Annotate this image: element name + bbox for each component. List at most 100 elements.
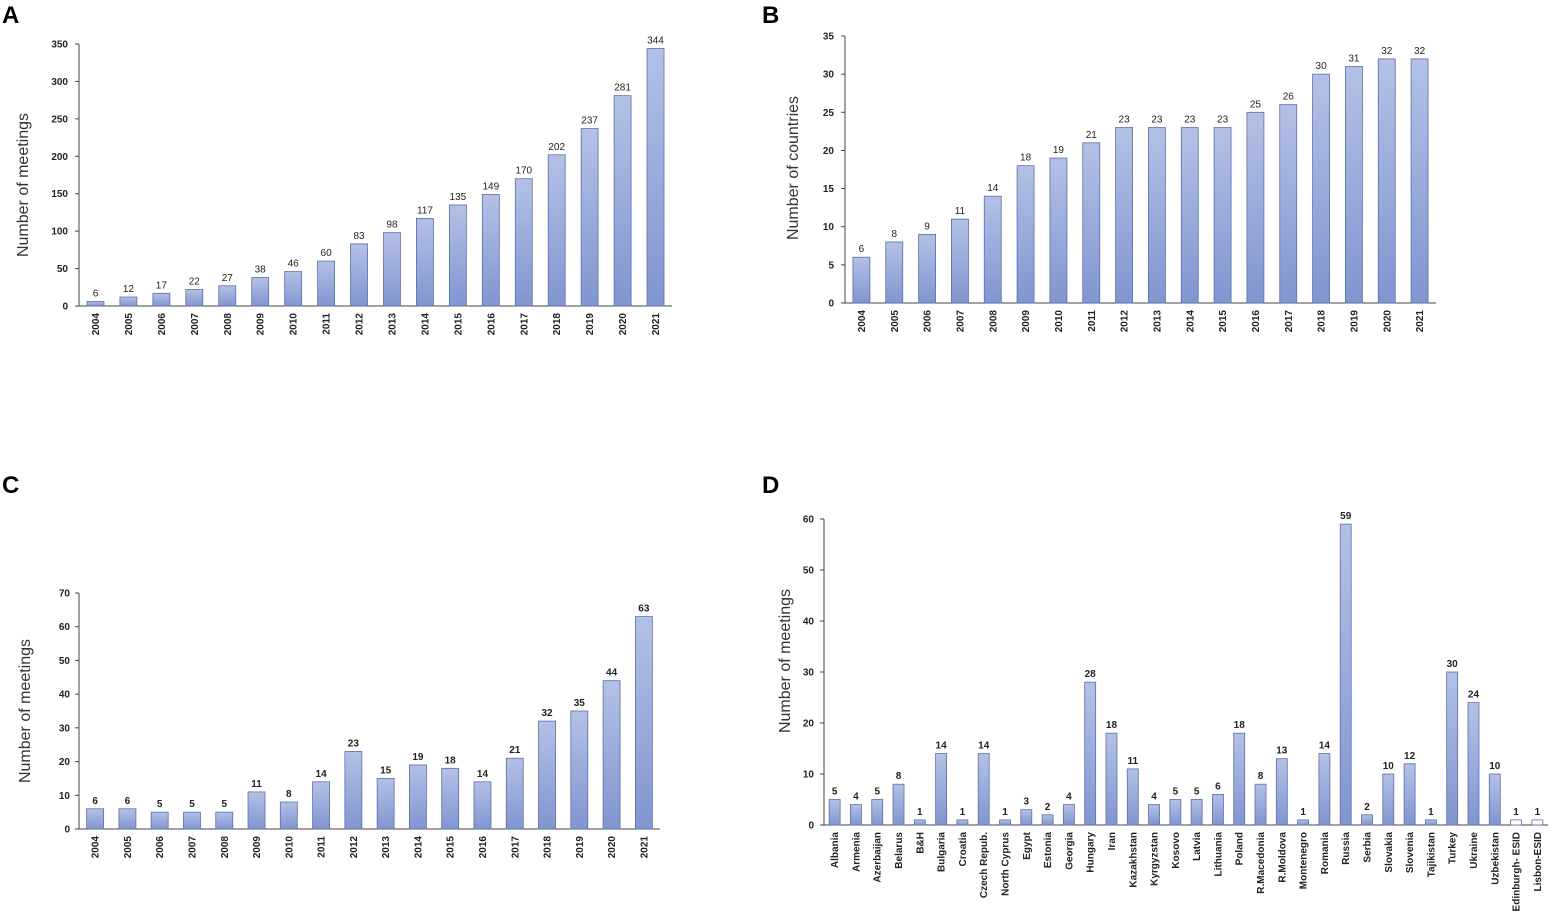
data-label: 8 [891,229,897,240]
bar [850,804,862,826]
data-label: 17 [156,280,168,291]
x-tick-label: 2013 [387,313,398,336]
data-label: 5 [1194,787,1200,798]
x-tick-label: Egypt [1022,831,1033,859]
bar [1212,794,1224,826]
bar [416,218,434,307]
data-label: 1 [1002,807,1008,818]
x-tick-label: 2021 [651,313,662,336]
bar [251,277,270,307]
bar [86,808,105,830]
data-label: 28 [1085,669,1097,680]
x-tick-label: Montenegro [1299,832,1310,889]
data-label: 3 [1024,797,1030,808]
y-axis-label: Number of meetings [777,589,794,733]
y-tick-label: 60 [59,622,71,633]
x-tick-label: 2012 [349,836,360,859]
bar [1041,814,1054,826]
data-label: 281 [614,83,631,94]
data-label: 46 [288,259,300,270]
bar [913,819,926,826]
y-tick-label: 0 [808,821,814,832]
bar [1377,58,1396,304]
data-label: 18 [1234,720,1246,731]
data-label: 19 [412,752,424,763]
data-label: 12 [1404,751,1416,762]
x-tick-label: 2006 [157,313,168,336]
data-label: 35 [574,698,586,709]
x-tick-label: 2004 [91,313,102,336]
x-tick-label: Croatia [958,832,969,867]
data-label: 135 [450,192,467,203]
y-axis-label: Number of countries [785,96,802,240]
x-tick-label: R.Moldova [1277,832,1288,883]
bar [613,95,632,307]
y-tick-label: 250 [51,114,68,125]
y-tick-label: 30 [823,70,835,81]
x-tick-label: Kyrgyzstan [1150,832,1161,886]
data-label: 18 [445,755,457,766]
bar [505,757,524,830]
x-tick-label: 2009 [252,836,263,859]
x-tick-label: 2017 [1284,310,1295,333]
data-label: 12 [123,284,135,295]
bar [547,154,566,307]
bar [828,799,841,826]
y-tick-label: 10 [823,222,835,233]
data-label: 10 [1383,761,1395,772]
data-label: 1 [917,807,923,818]
y-tick-label: 20 [823,146,835,157]
data-label: 19 [1053,145,1065,156]
data-label: 18 [1020,153,1032,164]
data-label: 14 [978,741,990,752]
bar [852,256,871,304]
data-label: 237 [581,116,598,127]
data-label: 25 [1250,99,1262,110]
bar [247,791,266,830]
bar [570,710,589,830]
x-tick-label: 2004 [857,310,868,333]
x-tick-label: 2019 [575,836,586,859]
data-label: 23 [1151,115,1163,126]
y-tick-label: 15 [823,184,835,195]
x-tick-label: 2021 [1415,310,1426,333]
data-label: 6 [125,796,131,807]
x-tick-label: 2009 [256,313,267,336]
data-label: 23 [1184,115,1196,126]
bar [1446,671,1459,826]
x-tick-label: Serbia [1363,832,1374,863]
data-label: 38 [255,265,267,276]
x-tick-label: 2009 [1021,310,1032,333]
x-tick-label: 2014 [1185,310,1196,333]
y-tick-label: 0 [828,299,834,310]
bar [977,753,990,826]
data-label: 13 [1276,746,1288,757]
data-label: 8 [1258,771,1264,782]
data-label: 1 [1428,807,1434,818]
bar [312,781,330,830]
x-tick-label: 2019 [1349,310,1360,333]
bar [152,292,171,307]
data-label: 6 [1215,781,1221,792]
x-tick-label: 2018 [1317,310,1328,333]
bar [409,764,427,830]
y-axis-label: Number of meetings [15,113,32,257]
y-tick-label: 300 [51,77,68,88]
data-label: 5 [157,799,163,810]
bar [1180,127,1199,304]
data-label: 23 [1119,115,1131,126]
data-label: 21 [509,745,521,756]
bar [1213,127,1232,304]
data-label: 32 [1414,46,1426,57]
x-tick-label: 2015 [453,313,464,336]
x-tick-label: Slovenia [1405,832,1416,874]
data-label: 1 [960,807,966,818]
bar [1297,819,1310,826]
y-tick-label: 10 [59,791,71,802]
x-tick-label: Russia [1341,832,1352,865]
bar [1190,799,1203,826]
data-label: 60 [321,248,333,259]
x-tick-label: 2017 [519,313,530,336]
bar [1467,702,1480,826]
bar [284,271,303,307]
